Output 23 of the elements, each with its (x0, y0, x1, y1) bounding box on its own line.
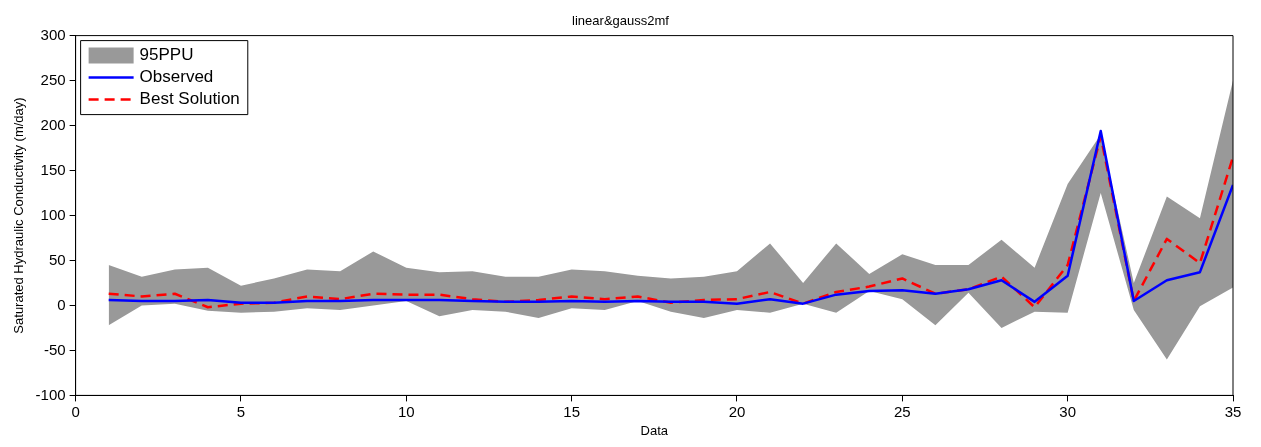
y-tick-label: -50 (43, 340, 66, 358)
x-tick-label: 25 (893, 402, 911, 420)
y-tick-label: 250 (40, 70, 66, 88)
legend-label: 95PPU (139, 45, 194, 65)
legend-label: Observed (139, 67, 214, 87)
y-tick-label: 150 (40, 160, 66, 178)
y-tick-label: -100 (35, 385, 66, 403)
y-tick-label: 300 (40, 25, 66, 43)
y-tick-label: 50 (48, 250, 66, 268)
y-tick-label: 200 (40, 115, 66, 133)
y-tick-label: 0 (57, 295, 66, 313)
x-tick-label: 15 (563, 402, 580, 420)
legend-label: Best Solution (139, 89, 240, 109)
x-tick-label: 35 (1224, 402, 1242, 420)
x-axis-title: Data (640, 422, 669, 438)
x-tick-label: 5 (236, 402, 246, 420)
y-axis-title: Saturated Hydraulic Conductivity (m/day) (11, 97, 27, 334)
x-tick-label: 20 (728, 402, 746, 420)
chart-title: linear&gauss2mf (572, 13, 670, 29)
x-tick-label: 10 (397, 402, 415, 420)
x-tick-label: 0 (71, 402, 80, 420)
y-tick-label: 100 (40, 205, 66, 223)
x-tick-label: 30 (1059, 402, 1076, 420)
